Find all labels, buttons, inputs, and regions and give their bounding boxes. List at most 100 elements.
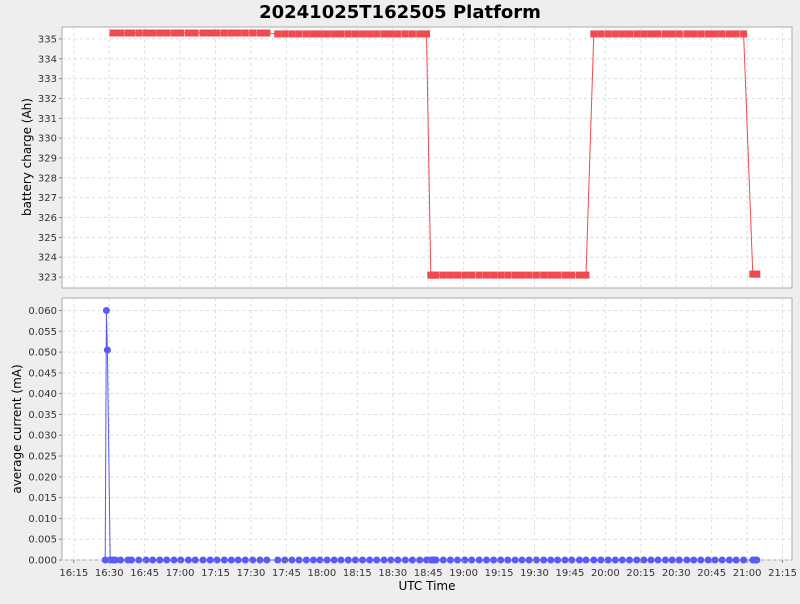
- data-point: [263, 556, 271, 564]
- data-point: [111, 556, 119, 564]
- data-point: [256, 29, 264, 37]
- data-point: [633, 30, 641, 38]
- data-point: [416, 30, 424, 38]
- data-point: [647, 556, 655, 564]
- data-point: [540, 556, 548, 564]
- y-tick-label: 328: [38, 173, 57, 184]
- y-tick-label: 0.025: [28, 452, 57, 463]
- data-point: [401, 556, 409, 564]
- data-point: [690, 556, 698, 564]
- data-point: [504, 556, 512, 564]
- data-point: [117, 29, 125, 37]
- data-point: [111, 29, 119, 37]
- data-point: [373, 30, 381, 38]
- data-point: [323, 556, 331, 564]
- data-point: [626, 556, 633, 564]
- average-current-y-axis-label: average current (mA): [10, 364, 24, 493]
- data-point: [483, 556, 490, 564]
- data-point: [316, 30, 324, 38]
- data-point: [675, 30, 683, 38]
- y-tick-label: 0.010: [28, 514, 57, 525]
- data-point: [511, 271, 519, 279]
- data-point: [497, 271, 505, 279]
- data-point: [740, 30, 748, 38]
- data-point: [740, 556, 748, 564]
- data-point: [401, 30, 409, 38]
- y-tick-label: 0.020: [28, 472, 57, 483]
- x-tick-label: 16:45: [130, 568, 159, 579]
- data-point: [547, 271, 555, 279]
- x-tick-label: 21:00: [733, 568, 762, 579]
- data-point: [725, 556, 733, 564]
- data-point: [351, 30, 359, 38]
- y-tick-label: 0.055: [28, 327, 57, 338]
- data-point: [711, 556, 719, 564]
- data-point: [483, 271, 490, 279]
- data-point: [582, 556, 590, 564]
- data-point: [135, 29, 143, 37]
- data-point: [661, 556, 669, 564]
- data-point: [461, 271, 469, 279]
- data-point: [490, 271, 498, 279]
- y-tick-label: 0.030: [28, 431, 57, 442]
- data-point: [184, 556, 192, 564]
- data-point: [359, 556, 366, 564]
- x-tick-label: 19:15: [485, 568, 514, 579]
- data-point: [518, 271, 526, 279]
- data-point: [633, 556, 641, 564]
- data-point: [697, 556, 705, 564]
- data-point: [408, 30, 416, 38]
- data-point: [163, 556, 171, 564]
- data-point: [128, 556, 135, 564]
- data-point: [446, 271, 454, 279]
- y-tick-label: 332: [38, 94, 57, 105]
- data-point: [234, 556, 242, 564]
- data-point: [697, 30, 705, 38]
- battery-charge-y-axis-label: battery charge (Ah): [20, 98, 34, 216]
- data-point: [330, 556, 338, 564]
- y-tick-label: 0.060: [28, 306, 57, 317]
- data-point: [511, 556, 519, 564]
- data-point: [184, 29, 192, 37]
- x-tick-label: 18:00: [307, 568, 336, 579]
- data-point: [753, 556, 761, 564]
- data-point: [387, 30, 395, 38]
- data-point: [234, 29, 242, 37]
- data-point: [337, 30, 345, 38]
- data-point: [101, 556, 109, 564]
- data-point: [439, 271, 447, 279]
- battery-charge-panel: 323324325326327328329330331332333334335 …: [20, 26, 793, 289]
- y-tick-label: 324: [38, 253, 57, 264]
- data-point: [149, 29, 157, 37]
- y-tick-label: 326: [38, 213, 57, 224]
- data-point: [640, 556, 648, 564]
- x-tick-label: 19:45: [556, 568, 585, 579]
- data-point: [590, 30, 598, 38]
- y-tick-label: 0.045: [28, 368, 57, 379]
- y-tick-label: 333: [38, 74, 57, 85]
- data-point: [241, 556, 249, 564]
- data-point: [568, 556, 576, 564]
- data-point: [142, 556, 150, 564]
- data-point: [149, 556, 157, 564]
- data-point: [288, 30, 296, 38]
- data-point: [611, 30, 619, 38]
- y-tick-label: 0.050: [28, 348, 57, 359]
- x-tick-label: 16:15: [59, 568, 88, 579]
- data-point: [330, 30, 338, 38]
- y-tick-label: 0.000: [28, 556, 57, 567]
- data-point: [142, 29, 150, 37]
- data-point: [683, 556, 691, 564]
- data-point: [199, 29, 207, 37]
- data-point: [103, 346, 111, 354]
- data-point: [561, 271, 569, 279]
- y-tick-label: 331: [38, 114, 57, 125]
- data-point: [461, 556, 469, 564]
- data-point: [454, 556, 461, 564]
- data-point: [206, 29, 214, 37]
- data-point: [490, 556, 498, 564]
- data-point: [177, 29, 185, 37]
- data-point: [582, 271, 590, 279]
